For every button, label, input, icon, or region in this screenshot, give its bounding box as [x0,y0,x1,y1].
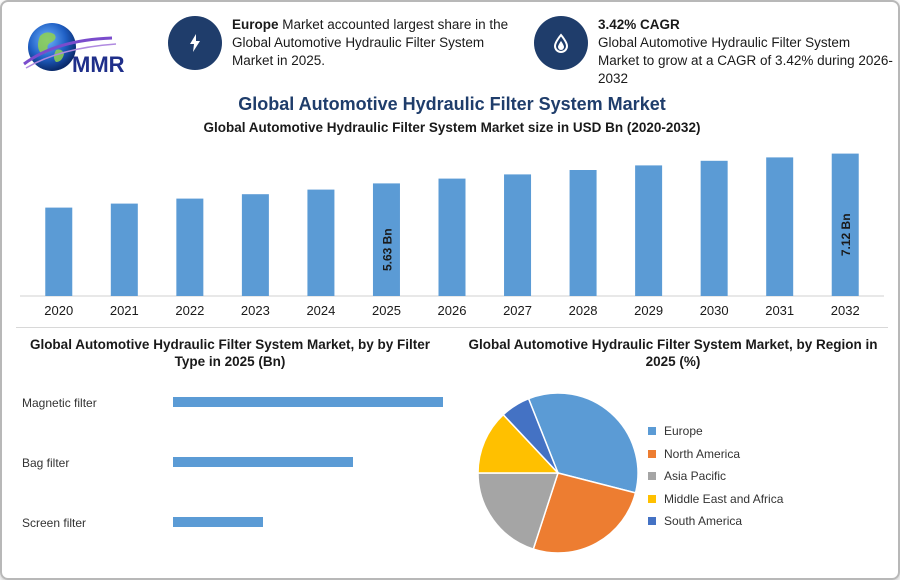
legend-label: North America [664,446,741,461]
stat-text: Europe Market accounted largest share in… [232,16,528,70]
stat-body: Market accounted largest share in the Gl… [232,17,509,68]
hbar-magnetic-filter [173,397,443,407]
region-pie-chart [477,392,639,554]
bar-2020 [45,207,73,296]
bar-2022 [176,198,204,296]
x-tick-label: 2029 [634,303,663,318]
bar-2031 [766,157,794,296]
logo-text: MMR [72,52,125,77]
stat-text: 3.42% CAGR Global Automotive Hydraulic Fi… [598,16,894,88]
slice-south-america [502,397,559,474]
legend-label: Middle East and Africa [664,491,784,506]
legend-swatch [648,449,656,458]
x-tick-label: 2021 [110,303,139,318]
x-tick-label: 2023 [241,303,270,318]
stat-circle [168,16,222,70]
x-tick-label: 2031 [765,303,794,318]
hbar-screen-filter [173,517,263,527]
region-title: Global Automotive Hydraulic Filter Syste… [468,337,878,369]
bar-2023 [241,194,269,296]
bar-2027 [504,174,532,296]
hbar-bag-filter [173,457,353,467]
data-label-2032: 7.12 Bn [839,213,853,256]
bar-2028 [569,170,597,296]
stat-body: Global Automotive Hydraulic Filter Syste… [598,35,893,86]
bar-2026 [438,178,466,296]
x-tick-label: 2026 [438,303,467,318]
legend-label: Europe [664,424,703,439]
legend-label: Asia Pacific [664,469,727,484]
section-divider [16,327,888,328]
mmr-logo: MMR [23,23,125,77]
market-size-bar-chart: 2020 2021 2022 2023 2024 2025 5.63 Bn 2026 2027 2… [20,153,884,318]
x-tick-label: 2022 [175,303,204,318]
legend-swatch [648,517,656,526]
legend-label: South America [664,514,743,529]
bar-2030 [700,160,728,296]
filter-type-bar-chart: Magnetic filter Bag filter Screen filter [22,396,443,530]
category-label: Magnetic filter [22,396,97,410]
x-tick-label: 2032 [831,303,860,318]
bar-2021 [110,203,138,296]
x-tick-label: 2020 [44,303,73,318]
main-title: Global Automotive Hydraulic Filter Syste… [238,94,666,114]
europe-stat: Europe Market accounted largest share in… [168,16,528,70]
bar-2032 [831,153,859,296]
legend-item: Asia Pacific [648,465,783,488]
stat-bold: 3.42% CAGR [598,17,680,32]
bar-2024 [307,189,335,296]
filter-type-title: Global Automotive Hydraulic Filter Syste… [29,337,431,369]
x-tick-label: 2024 [306,303,335,318]
slice-north-america [532,472,637,554]
x-tick-label: 2027 [503,303,532,318]
legend-item: Europe [648,420,783,443]
bar-chart-title: Global Automotive Hydraulic Filter Syste… [203,120,701,135]
category-label: Screen filter [22,516,86,530]
x-tick-label: 2028 [569,303,598,318]
slice-asia-pacific [477,472,560,551]
slice-middle-east-and-africa [477,413,560,474]
stat-bold: Europe [232,17,279,32]
category-label: Bag filter [22,456,69,470]
bar-2025 [372,183,400,296]
data-label-2025: 5.63 Bn [380,228,394,271]
legend-item: South America [648,510,783,533]
drop-icon [553,33,569,53]
globe-icon [28,23,76,71]
cagr-stat: 3.42% CAGR Global Automotive Hydraulic Fi… [534,16,894,88]
bolt-icon [190,34,200,52]
bar-2029 [635,165,663,296]
x-tick-label: 2030 [700,303,729,318]
legend-item: North America [648,443,783,466]
slice-europe [527,392,639,494]
legend-swatch [648,472,656,481]
legend-swatch [648,427,656,436]
stat-circle [534,16,588,70]
x-tick-label: 2025 [372,303,401,318]
legend-swatch [648,494,656,503]
legend-item: Middle East and Africa [648,488,783,511]
pie-legend: Europe North America Asia Pacific Middle Ea… [648,420,783,533]
